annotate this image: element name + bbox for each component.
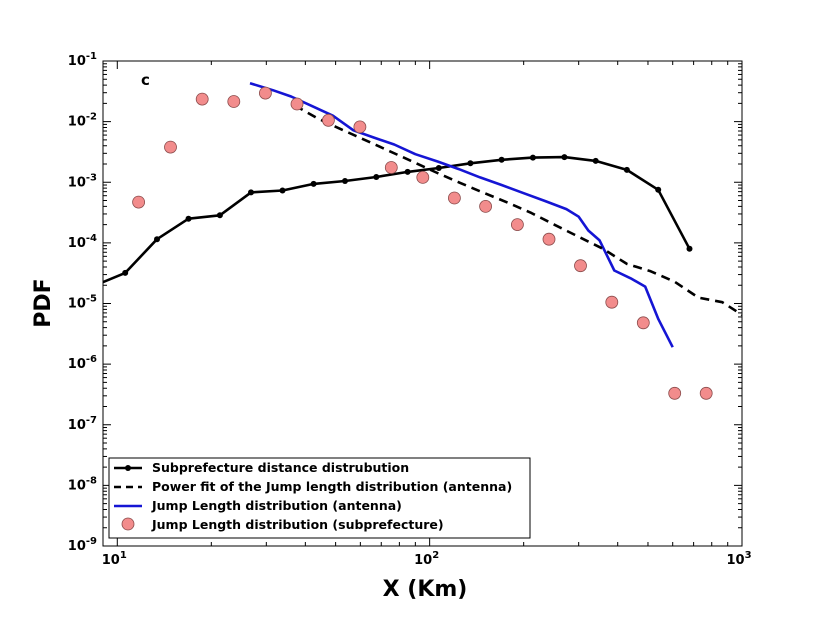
point-jump-length-distribution-subprefecture: [132, 195, 146, 209]
legend-marker-subprefecture-distance: [125, 465, 131, 471]
point-subprefecture-distance-distrubution: [498, 156, 505, 163]
point-jump-length-distribution-subprefecture: [195, 92, 209, 106]
y-tick-label: 10-3: [68, 172, 97, 190]
point-jump-length-distribution-subprefecture: [353, 120, 367, 134]
y-tick-label: 10-6: [68, 354, 97, 372]
y-axis-label: PDF: [31, 278, 56, 327]
point-jump-length-distribution-subprefecture: [605, 295, 619, 309]
point-subprefecture-distance-distrubution: [404, 168, 411, 175]
point-jump-length-distribution-subprefecture: [321, 113, 335, 127]
line-power-fit-of-the-jump-length-distribution-antenna: [294, 104, 742, 316]
y-tick-label: 10-9: [68, 536, 97, 554]
point-jump-length-distribution-subprefecture: [479, 199, 493, 213]
point-subprefecture-distance-distrubution: [342, 178, 348, 184]
x-tick-label: 102: [414, 550, 439, 568]
point-subprefecture-distance-distrubution: [655, 186, 662, 193]
point-subprefecture-distance-distrubution: [592, 157, 599, 164]
legend-marker-jump-subprefecture: [121, 517, 135, 531]
point-subprefecture-distance-distrubution: [373, 174, 380, 180]
point-jump-length-distribution-subprefecture: [384, 161, 398, 174]
point-jump-length-distribution-subprefecture: [636, 316, 650, 330]
point-subprefecture-distance-distrubution: [185, 215, 192, 222]
point-jump-length-distribution-subprefecture: [447, 191, 461, 205]
point-jump-length-distribution-subprefecture: [290, 97, 304, 111]
point-subprefecture-distance-distrubution: [122, 269, 129, 276]
line-subprefecture-distance-distrubution: [103, 155, 691, 284]
point-subprefecture-distance-distrubution: [686, 245, 693, 252]
legend-box: [108, 457, 531, 539]
legend-label-jump-subprefecture: Jump Length distribution (subprefecture): [151, 517, 444, 532]
x-axis-label: X (Km): [383, 577, 468, 602]
point-subprefecture-distance-distrubution: [154, 236, 160, 243]
point-subprefecture-distance-distrubution: [279, 187, 286, 194]
x-tick-label: 103: [726, 550, 751, 568]
series-layer: [103, 81, 742, 400]
point-subprefecture-distance-distrubution: [623, 166, 630, 173]
point-jump-length-distribution-subprefecture: [542, 232, 556, 246]
point-subprefecture-distance-distrubution: [248, 189, 254, 196]
point-jump-length-distribution-subprefecture: [699, 386, 713, 400]
point-jump-length-distribution-subprefecture: [164, 140, 177, 154]
point-subprefecture-distance-distrubution: [561, 154, 568, 161]
legend-label-jump-antenna: Jump Length distribution (antenna): [151, 498, 402, 513]
legend-label-power-fit: Power fit of the Jump length distributio…: [152, 479, 512, 494]
y-tick-label: 10-4: [68, 233, 97, 251]
legend: Subprefecture distance distrubution Powe…: [108, 457, 531, 539]
legend-label-subprefecture-distance: Subprefecture distance distrubution: [152, 460, 409, 475]
y-tick-label: 10-8: [68, 475, 97, 493]
y-tick-label: 10-5: [68, 294, 97, 312]
point-jump-length-distribution-subprefecture: [668, 386, 682, 400]
point-subprefecture-distance-distrubution: [529, 154, 536, 161]
ticks-layer: 101 102 103 10-9 10-8 10-7 10-6 10-5 10-4 10-3 10-…: [68, 51, 752, 568]
point-subprefecture-distance-distrubution: [435, 165, 442, 171]
point-jump-length-distribution-subprefecture: [227, 95, 241, 108]
point-subprefecture-distance-distrubution: [467, 160, 474, 167]
panel-label: c: [141, 71, 150, 89]
point-subprefecture-distance-distrubution: [216, 212, 223, 219]
point-jump-length-distribution-subprefecture: [574, 259, 587, 273]
point-jump-length-distribution-subprefecture: [416, 170, 430, 184]
x-tick-label: 101: [102, 550, 127, 568]
point-subprefecture-distance-distrubution: [310, 180, 317, 187]
y-tick-label: 10-1: [68, 51, 97, 69]
point-jump-length-distribution-subprefecture: [511, 218, 524, 232]
point-jump-length-distribution-subprefecture: [258, 86, 272, 100]
y-tick-label: 10-2: [68, 112, 97, 130]
y-tick-label: 10-7: [68, 415, 97, 433]
